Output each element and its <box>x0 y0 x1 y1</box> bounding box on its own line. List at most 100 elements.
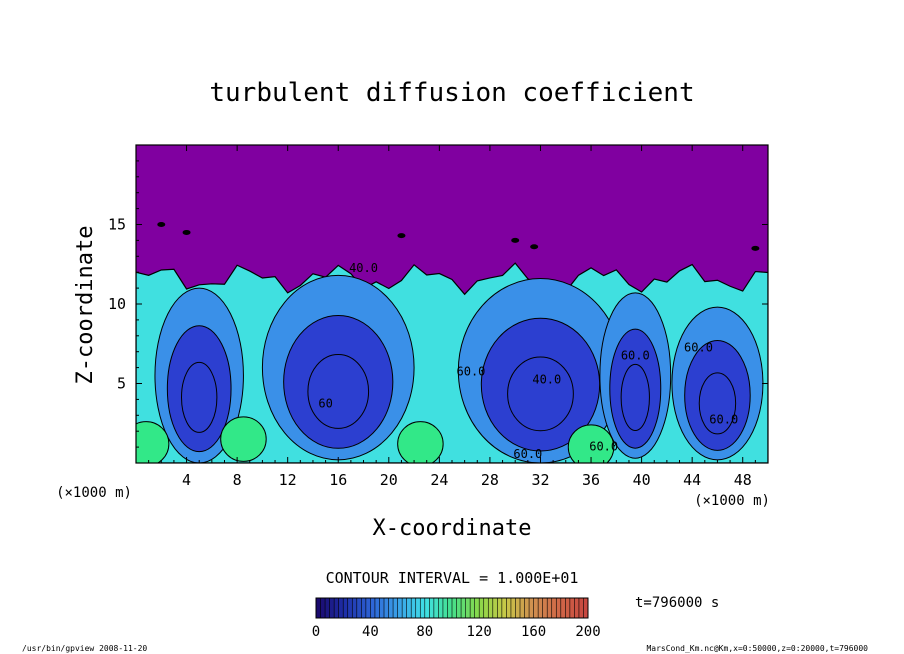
colorbar-segment <box>352 598 358 618</box>
colorbar-segment <box>529 598 535 618</box>
colorbar-segment <box>488 598 494 618</box>
colorbar-tick-label: 40 <box>362 624 379 640</box>
colorbar-segment <box>424 598 430 618</box>
x-tick-label: 24 <box>430 471 448 489</box>
colorbar-segment <box>474 598 480 618</box>
colorbar-segment <box>397 598 403 618</box>
x-tick-label: 48 <box>734 471 752 489</box>
contour-patch <box>157 222 166 227</box>
x-tick-label: 36 <box>582 471 600 489</box>
colorbar-segment <box>447 598 453 618</box>
colorbar-tick-label: 160 <box>521 624 546 640</box>
colorbar-segment <box>420 598 426 618</box>
contour-label: 60.0 <box>621 349 650 363</box>
contour-label: 60 <box>318 396 332 410</box>
colorbar-segment <box>411 598 417 618</box>
contour-line <box>307 354 370 429</box>
colorbar-segment <box>506 598 512 618</box>
colorbar-segment <box>569 598 575 618</box>
y-tick-label: 15 <box>108 216 126 234</box>
y-axis-label: Z-coordinate <box>73 226 98 385</box>
convective-cell-core <box>609 328 662 449</box>
colorbar-segment <box>547 598 553 618</box>
colorbar-segment <box>356 598 362 618</box>
colorbar-segment <box>388 598 394 618</box>
convective-cell-core <box>166 325 232 453</box>
colorbar-segment <box>406 598 412 618</box>
colorbar-segment <box>316 598 322 618</box>
convective-cell-core <box>684 339 751 451</box>
colorbar-tick-label: 80 <box>416 624 433 640</box>
contour-patch <box>397 233 406 239</box>
x-tick-label: 20 <box>380 471 398 489</box>
colorbar-segment <box>384 598 390 618</box>
x-tick-label: 12 <box>279 471 297 489</box>
x-tick-label: 8 <box>233 471 242 489</box>
contour-label: 60.0 <box>457 365 486 379</box>
time-label: t=796000 s <box>635 595 719 611</box>
colorbar-segment <box>560 598 566 618</box>
colorbar-segment <box>524 598 530 618</box>
contour-line <box>181 361 218 433</box>
colorbar-segment <box>556 598 562 618</box>
colorbar-segment <box>320 598 326 618</box>
colorbar-segment <box>379 598 385 618</box>
contour-line <box>620 363 650 431</box>
x-axis-label: X-coordinate <box>373 516 532 541</box>
contour-patch <box>511 237 520 243</box>
colorbar-segment <box>442 598 448 618</box>
colorbar-segment <box>574 598 580 618</box>
colorbar-segment <box>402 598 408 618</box>
colorbar-segment <box>370 598 376 618</box>
colorbar-segment <box>374 598 380 618</box>
x-tick-label: 28 <box>481 471 499 489</box>
contour-patch <box>530 244 539 250</box>
colorbar-tick-label: 0 <box>312 624 320 640</box>
x-tick-label: 4 <box>182 471 191 489</box>
colorbar-segment <box>479 598 485 618</box>
colorbar-segment <box>565 598 571 618</box>
colorbar-segment <box>533 598 539 618</box>
contour-label: 60.0 <box>589 439 618 453</box>
x-tick-label: 44 <box>683 471 701 489</box>
colorbar-segment <box>325 598 331 618</box>
high-value-region <box>397 421 444 463</box>
contour-interval: CONTOUR INTERVAL = 1.000E+01 <box>326 569 579 587</box>
high-value-region <box>220 416 267 462</box>
colorbar-tick-label: 200 <box>575 624 600 640</box>
contour-patch <box>182 229 191 235</box>
colorbar-segment <box>438 598 444 618</box>
footer-left: /usr/bin/gpview 2008-11-20 <box>22 644 147 653</box>
colorbar-segment <box>361 598 367 618</box>
colorbar-segment <box>415 598 421 618</box>
contour-label: 60.0 <box>513 447 542 461</box>
colorbar-segment <box>520 598 526 618</box>
x-axis-unit-right: (×1000 m) <box>694 493 770 509</box>
colorbar-segment <box>510 598 516 618</box>
colorbar-segment <box>538 598 544 618</box>
contour-label: 40.0 <box>349 261 378 275</box>
colorbar-segment <box>497 598 503 618</box>
footer-right: MarsCond_Km.nc@Km,x=0:50000,z=0:20000,t=… <box>646 644 868 653</box>
colorbar-segment <box>461 598 467 618</box>
contour-label: 60.0 <box>684 341 713 355</box>
colorbar-segment <box>470 598 476 618</box>
convective-cell-core <box>283 315 394 449</box>
colorbar-segment <box>338 598 344 618</box>
colorbar-segment <box>429 598 435 618</box>
colorbar-segment <box>343 598 349 618</box>
colorbar-segment <box>347 598 353 618</box>
contour-line <box>698 372 737 435</box>
contour-patch <box>751 245 760 251</box>
colorbar-segment <box>433 598 439 618</box>
x-tick-label: 40 <box>633 471 651 489</box>
contour-label: 60.0 <box>709 412 738 426</box>
x-axis-unit-left: (×1000 m) <box>56 485 132 501</box>
colorbar-tick-label: 120 <box>467 624 492 640</box>
colorbar-segment <box>542 598 548 618</box>
y-tick-label: 5 <box>117 375 126 393</box>
colorbar-segment <box>452 598 458 618</box>
colorbar-segment <box>329 598 335 618</box>
contour-line <box>507 356 574 432</box>
